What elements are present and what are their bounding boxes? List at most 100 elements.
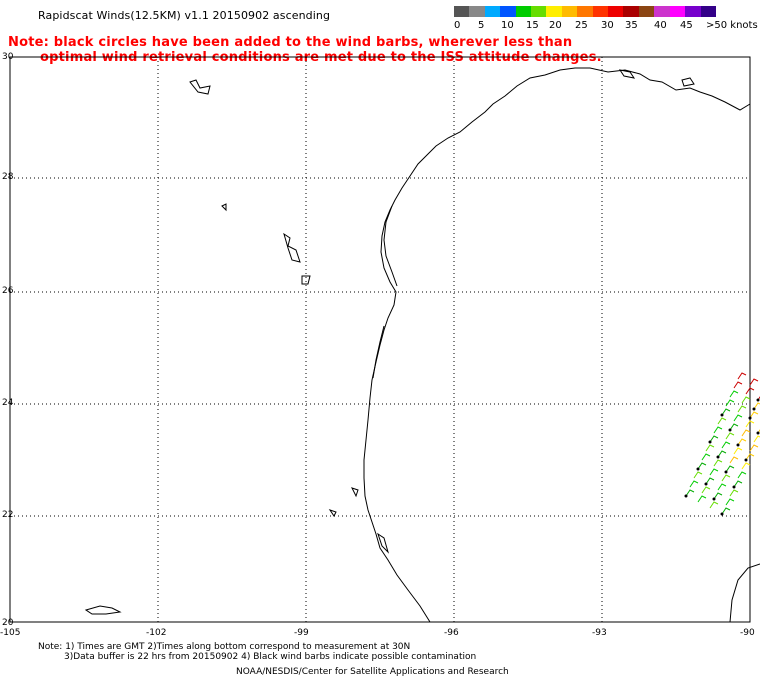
latitude-label: 22	[2, 510, 14, 520]
note-line-1: Note: black circles have been added to t…	[8, 35, 573, 50]
map-frame	[9, 56, 751, 623]
wind-barb	[705, 444, 715, 452]
colorbar-label: 40	[654, 20, 667, 31]
colorbar-label: 10	[501, 20, 514, 31]
colorbar-label: 0	[454, 20, 461, 31]
colorbar-swatch	[592, 6, 609, 17]
wind-barb	[697, 495, 707, 503]
wind-barb	[685, 489, 695, 497]
colorbar-swatch	[608, 6, 624, 17]
colorbar-swatch	[454, 6, 470, 17]
colorbar-swatch	[638, 6, 655, 17]
wind-barb	[725, 432, 735, 440]
wind-barb-circle	[748, 416, 752, 420]
wind-barb	[713, 492, 723, 500]
wind-barb-circle	[752, 407, 756, 411]
inland-feature	[221, 203, 227, 212]
latitude-label: 26	[2, 286, 14, 296]
wind-barb	[737, 372, 747, 380]
yucatan-coast	[729, 563, 760, 623]
grid-lines	[10, 57, 750, 622]
wind-barb	[741, 462, 751, 470]
colorbar-label: 45	[680, 20, 693, 31]
wind-barb	[689, 480, 699, 488]
colorbar-swatch	[546, 6, 562, 17]
inland-feature	[351, 487, 359, 498]
wind-barb	[721, 408, 731, 416]
wind-barb	[693, 471, 703, 479]
wind-barb	[729, 423, 739, 431]
colorbar-swatch	[623, 6, 639, 17]
colorbar-swatch	[484, 6, 501, 17]
colorbar-swatch	[654, 6, 670, 17]
colorbar-swatch	[515, 6, 532, 17]
barrier-island	[377, 532, 390, 554]
wind-barb	[721, 474, 731, 482]
wind-barb	[725, 498, 735, 506]
wind-barb	[717, 483, 727, 491]
wind-barb	[729, 390, 739, 398]
wind-barb	[709, 468, 719, 476]
wind-barb-circle	[684, 494, 688, 498]
wind-barb	[737, 438, 747, 446]
wind-barb	[717, 450, 727, 458]
barrier-island	[372, 325, 385, 379]
latitude-label: 30	[2, 52, 14, 62]
colorbar-swatch	[469, 6, 485, 17]
wind-barb	[709, 435, 719, 443]
wind-barb-circle	[696, 467, 700, 471]
wind-barb	[753, 435, 760, 443]
longitude-label: -96	[444, 628, 459, 638]
wind-barb	[737, 405, 747, 413]
wind-barb	[749, 411, 759, 419]
wind-barb-circle	[724, 470, 728, 474]
wind-barb	[745, 420, 755, 428]
colorbar-label: 20	[549, 20, 562, 31]
wind-barb	[741, 396, 751, 404]
inland-feature	[283, 232, 301, 263]
wind-barb	[741, 429, 751, 437]
wind-barb	[757, 429, 760, 434]
inland-feature	[681, 77, 695, 87]
colorbar-label: 30	[601, 20, 614, 31]
wind-barb	[749, 378, 759, 386]
wind-barb	[709, 501, 719, 509]
wind-barb	[745, 453, 755, 461]
colorbar-swatch	[561, 6, 578, 17]
wind-barb-circle	[756, 398, 760, 402]
wind-barb-circle	[736, 443, 740, 447]
latitude-label: 28	[2, 172, 14, 182]
wind-barb-circle	[728, 428, 732, 432]
inland-feature	[618, 69, 636, 79]
wind-barb-circle	[720, 413, 724, 417]
colorbar-swatch	[531, 6, 547, 17]
wind-barb	[729, 456, 739, 464]
longitude-label: -102	[146, 628, 167, 638]
wind-barb	[717, 417, 727, 425]
colorbar-swatch	[500, 6, 516, 17]
footer-note-2: 3)Data buffer is 22 hrs from 20150902 4)…	[64, 652, 477, 662]
barrier-island	[383, 205, 398, 287]
wind-speed-colorbar	[454, 6, 716, 17]
inland-feature	[84, 605, 122, 615]
wind-barb-circle	[712, 497, 716, 501]
colorbar-swatch	[700, 6, 716, 17]
wind-barb	[753, 402, 760, 410]
coastline	[363, 67, 751, 623]
wind-barb	[733, 414, 743, 422]
colorbar-label: 15	[526, 20, 539, 31]
wind-barb-circle	[756, 431, 760, 435]
longitude-label: -90	[740, 628, 755, 638]
footer-note-1: Note: 1) Times are GMT 2)Times along bot…	[38, 642, 411, 652]
latitude-label: 24	[2, 398, 14, 408]
wind-barb-circle	[716, 455, 720, 459]
wind-barbs	[684, 372, 760, 516]
wind-barb	[733, 480, 743, 488]
wind-barb-circle	[708, 440, 712, 444]
inland-feature	[301, 275, 311, 285]
wind-barb-circle	[720, 512, 724, 516]
colorbar-swatch	[669, 6, 686, 17]
longitude-label: -105	[0, 628, 21, 638]
wind-barb	[713, 459, 723, 467]
